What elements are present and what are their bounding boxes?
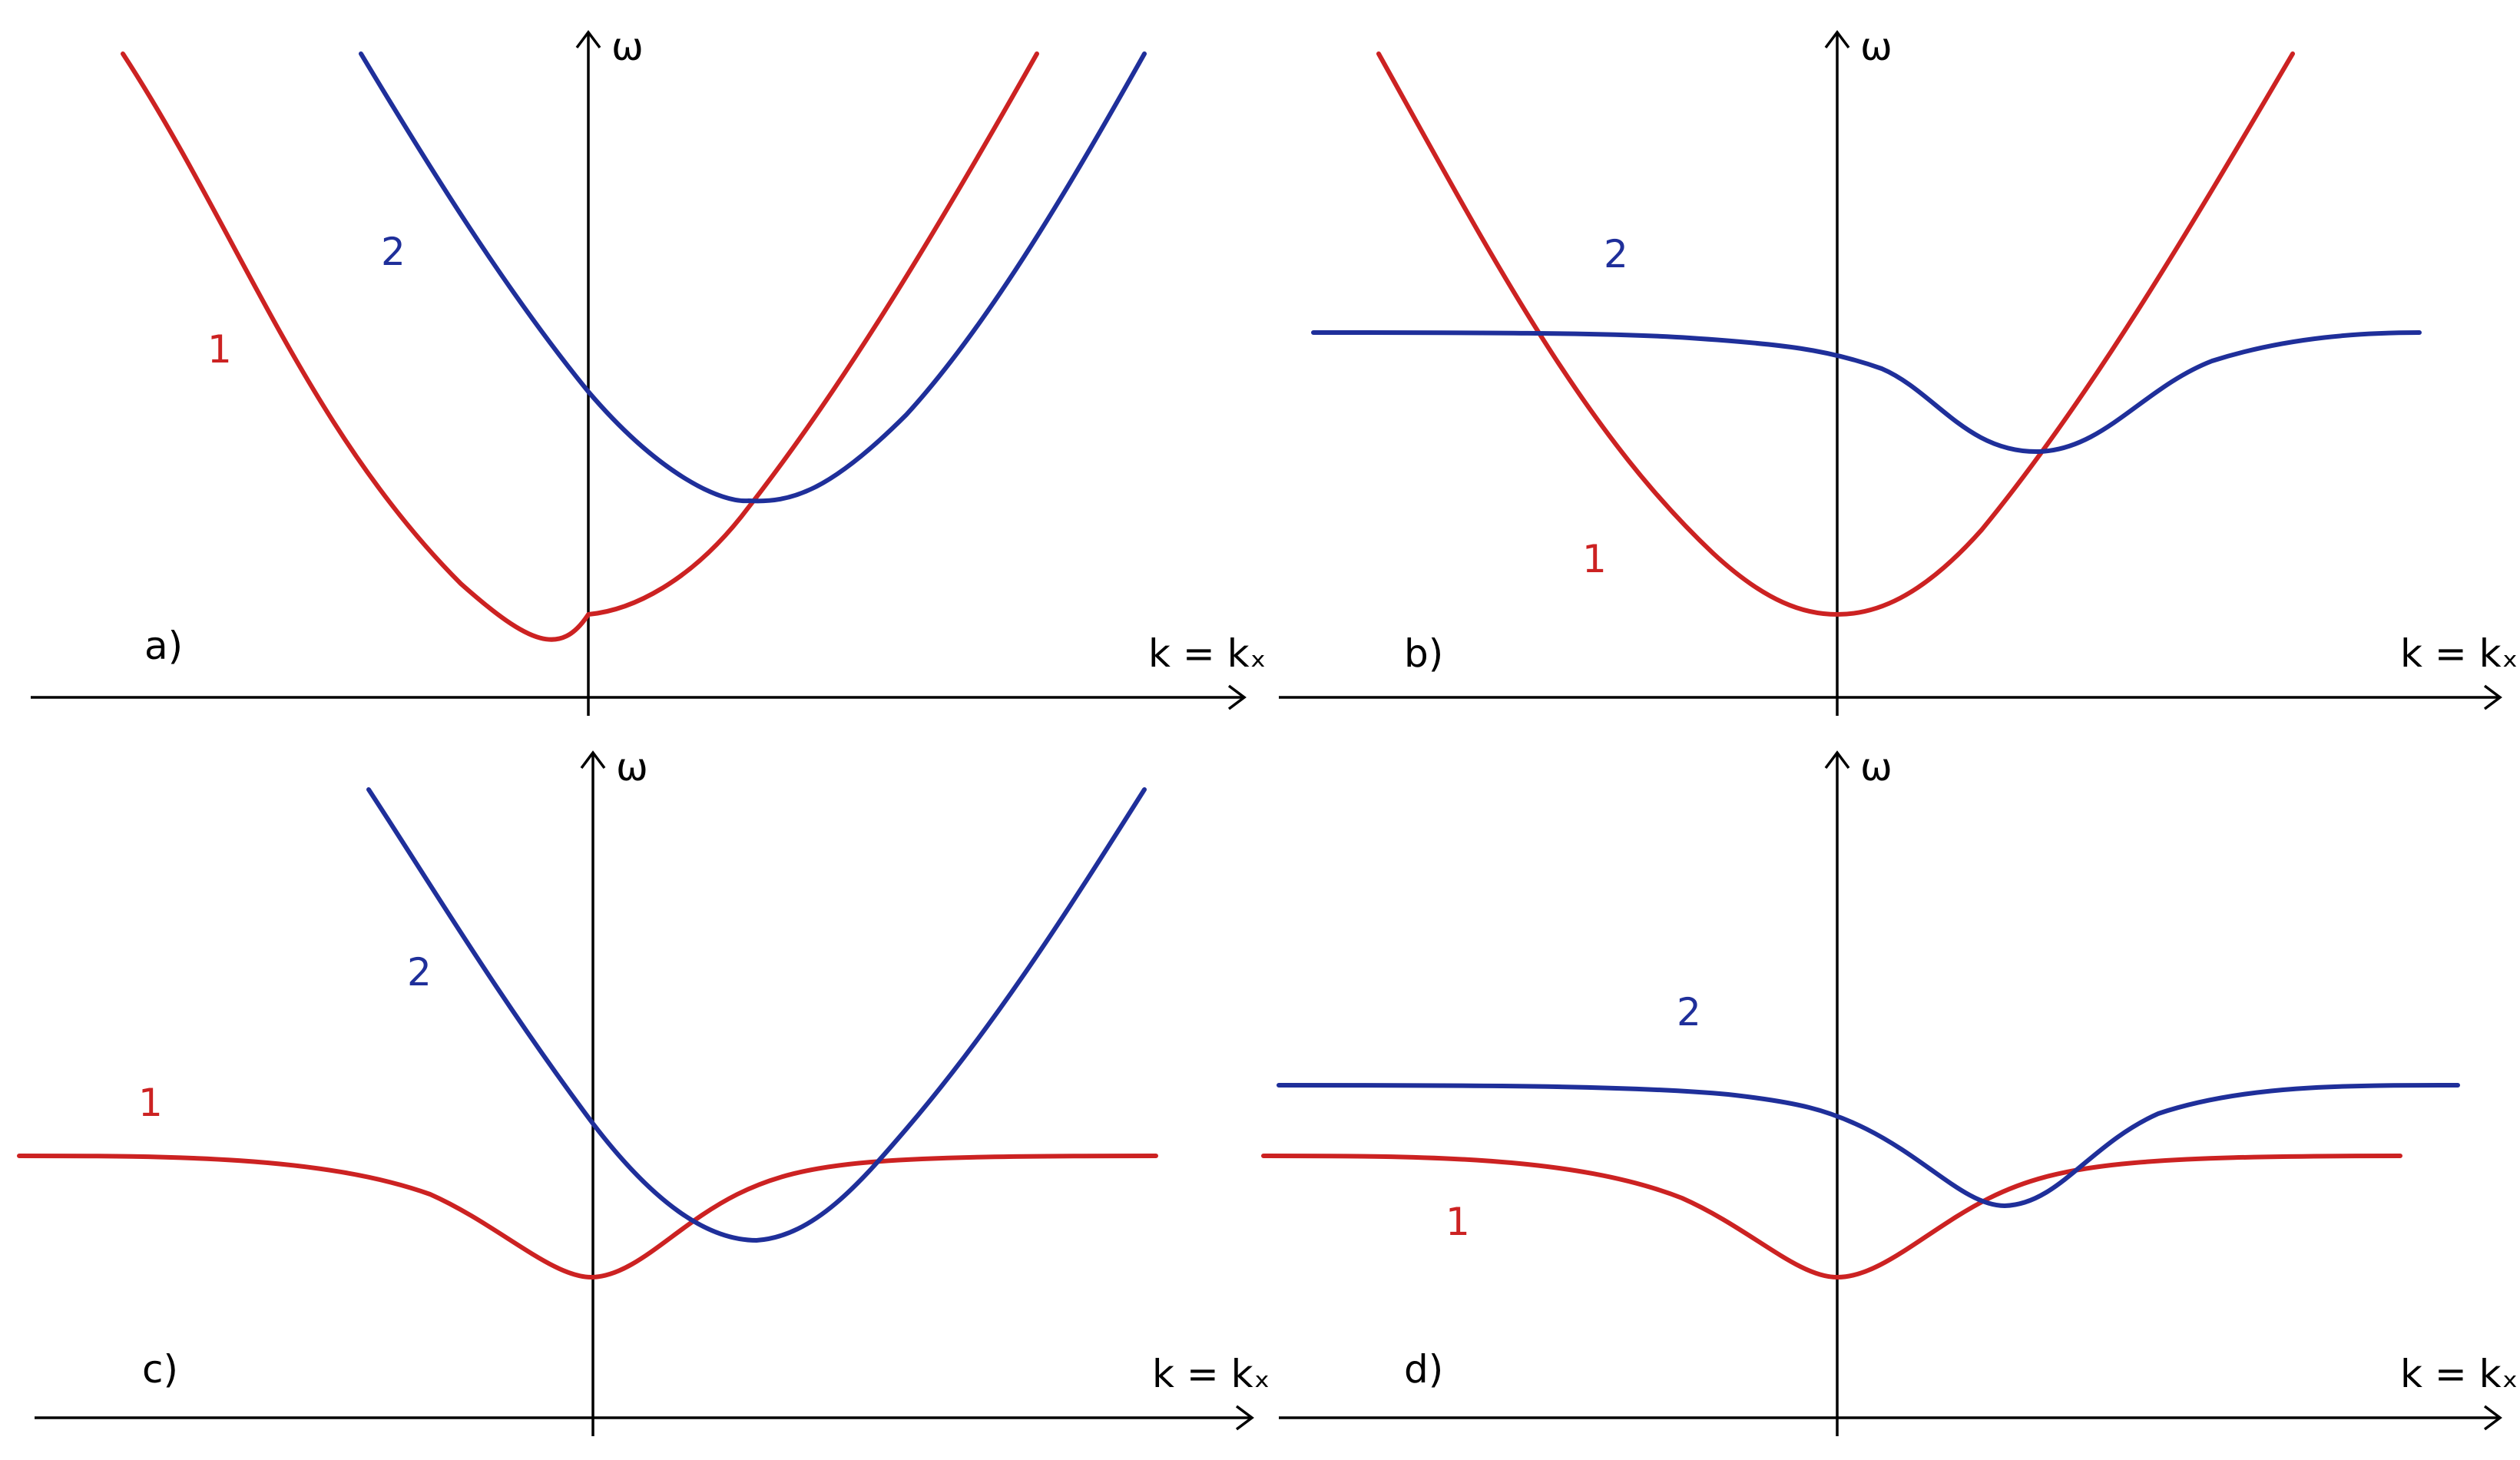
panel-c: ω k = kₓ c) 1 2 [17, 745, 1270, 1436]
panel-d-y-arrow [1824, 750, 1850, 770]
panel-b-curve-1 [1376, 51, 2295, 617]
panel-a-curve-2-label: 2 [381, 230, 406, 274]
panel-d-curve-2 [1277, 1083, 2460, 1208]
panel-c-curve-2-label: 2 [407, 950, 432, 995]
panel-a-k-label: k = kₓ [1148, 631, 1267, 676]
panel-b: ω k = kₓ b) 1 2 [1279, 25, 2518, 716]
panel-a-label: a) [144, 624, 183, 668]
panel-b-k-label: k = kₓ [2400, 631, 2518, 676]
panel-b-label: b) [1404, 631, 1443, 676]
panel-b-curve-1-label: 1 [1582, 537, 1607, 581]
panel-b-x-arrow [2483, 684, 2502, 710]
panel-b-curve-2-label: 2 [1604, 232, 1628, 276]
panel-c-label: c) [142, 1347, 178, 1392]
panel-a-curve-1 [121, 51, 1039, 642]
panel-c-k-label: k = kₓ [1152, 1352, 1270, 1396]
panel-b-curve-2 [1311, 330, 2422, 455]
panel-a-y-arrow [575, 30, 601, 49]
panel-a-curve-2 [359, 51, 1147, 504]
panel-d-label: d) [1404, 1347, 1443, 1392]
panel-c-omega-label: ω [616, 745, 648, 790]
panel-d: ω k = kₓ d) 1 2 [1261, 745, 2518, 1436]
panel-d-x-arrow [2483, 1405, 2502, 1431]
panel-d-k-label: k = kₓ [2400, 1352, 2518, 1396]
panel-b-omega-label: ω [1860, 25, 1892, 69]
panel-a: ω k = kₓ a) 1 2 [31, 25, 1267, 716]
panel-a-omega-label: ω [611, 25, 644, 69]
panel-d-curve-1-label: 1 [1445, 1200, 1470, 1244]
panel-a-curve-1-label: 1 [207, 327, 232, 372]
panel-d-curve-1 [1261, 1154, 2402, 1280]
panel-c-y-arrow [580, 750, 606, 770]
panel-d-curve-2-label: 2 [1677, 990, 1701, 1035]
panel-c-x-arrow [1235, 1405, 1254, 1431]
panel-c-curve-2 [366, 787, 1147, 1243]
panel-c-curve-1 [17, 1154, 1158, 1280]
panel-b-y-arrow [1824, 30, 1850, 49]
panel-a-x-arrow [1227, 684, 1247, 710]
panel-c-curve-1-label: 1 [138, 1081, 163, 1125]
panel-d-omega-label: ω [1860, 745, 1892, 790]
